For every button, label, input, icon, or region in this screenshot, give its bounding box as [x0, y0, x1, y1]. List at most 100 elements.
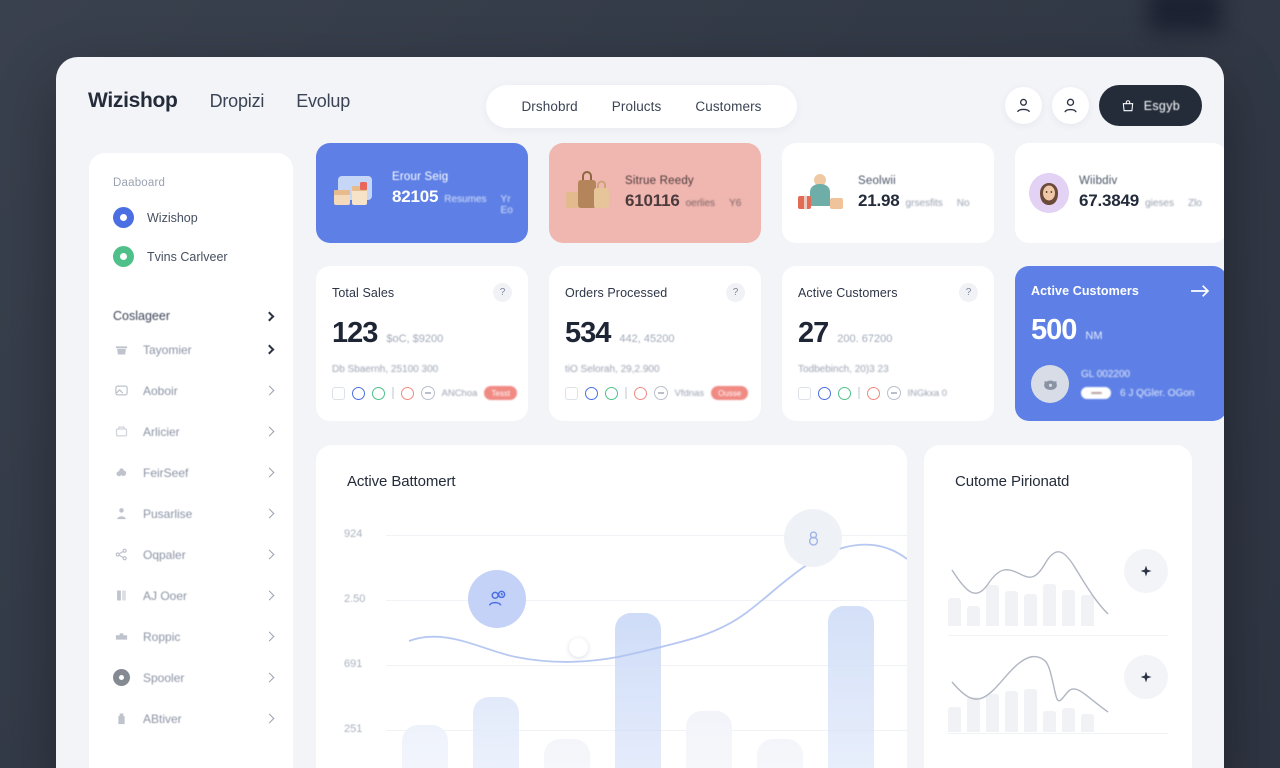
sidebar-item-ajooer[interactable]: AJ Ooer: [113, 575, 275, 616]
chart-title: Active Battomert: [347, 473, 456, 490]
promo-title: Seolwii: [858, 175, 896, 187]
brand-group: Wizishop Dropizi Evolup: [88, 89, 350, 113]
promo-extra: Yr Eo: [500, 193, 513, 216]
mini-bar: [967, 606, 980, 626]
kpi-indicator-label: Vfdnas: [674, 387, 705, 399]
kpi-value-row: 500 NM: [1031, 314, 1211, 347]
sidebar-item-label: Aoboir: [143, 383, 178, 398]
app-header: Wizishop Dropizi Evolup Drshobrd Proluct…: [56, 57, 1224, 145]
help-icon[interactable]: ?: [493, 283, 512, 302]
kpi-active-customers-accent[interactable]: Active Customers 500 NM: [1015, 266, 1224, 421]
y-tick-label: 2.50: [344, 593, 366, 605]
kpi-orders-processed[interactable]: Orders Processed ? 534 442, 45200 tiO Se…: [549, 266, 761, 421]
tab-dashboard[interactable]: Drshobrd: [521, 99, 578, 114]
sidebar-item-label: Oqpaler: [143, 547, 186, 562]
promo-value-row: 21.98 grsesfits No: [858, 191, 970, 211]
kpi-note: Db Sbaernh, 25100 300: [332, 364, 439, 375]
promo-title: Wiibdiv: [1079, 175, 1118, 187]
user-clock-badge[interactable]: [468, 570, 526, 628]
brand-logo[interactable]: Wizishop: [88, 89, 178, 112]
promo-value-row: 610116 oerlies Y6: [625, 191, 741, 211]
sidebar-section-label: Coslageer: [113, 309, 170, 323]
cta-button[interactable]: Esgyb: [1098, 85, 1202, 126]
indicator-divider: [858, 387, 860, 399]
tab-products[interactable]: Prolucts: [611, 99, 662, 114]
indicator-blue: [352, 386, 365, 400]
brand-link-dropizi[interactable]: Dropizi: [209, 91, 265, 111]
face-icon: [653, 386, 668, 400]
sidebar-item-feirseef[interactable]: FeirSeef: [113, 452, 275, 493]
chevron-right-icon: [264, 508, 275, 519]
mini-chart-1[interactable]: [948, 539, 1168, 626]
kpi-value-row: 123 $oC, $9200: [332, 317, 512, 350]
sidebar-item-label: Arlicier: [143, 424, 180, 439]
kpi-title: Orders Processed: [565, 285, 668, 300]
chevron-right-icon: [264, 672, 275, 683]
promo-value-row: 67.3849 gieses Zlo: [1079, 191, 1202, 211]
chart-bar[interactable]: [544, 739, 590, 768]
sidebar-radio-wizishop[interactable]: Wizishop: [113, 207, 293, 228]
promo-card-white-2[interactable]: Wiibdiv 67.3849 gieses Zlo: [1015, 143, 1224, 243]
toggle-switch[interactable]: [1081, 387, 1111, 399]
main-content: Erour Seig 82105 Resumes Yr Eo: [316, 143, 1224, 768]
chart-bar[interactable]: [828, 606, 874, 768]
sidebar-item-tayomier[interactable]: Tayomier: [113, 329, 275, 370]
promo-title: Sitrue Reedy: [625, 175, 694, 187]
user-circle-icon-button[interactable]: [1004, 87, 1042, 124]
mini-chart-2[interactable]: [948, 645, 1168, 732]
kpi-value-sub: $oC, $9200: [386, 333, 444, 345]
brand-link-evolup[interactable]: Evolup: [296, 91, 351, 111]
chart-bar[interactable]: [402, 725, 448, 768]
sidebar-item-pusarlise[interactable]: Pusarlise: [113, 493, 275, 534]
gridline: [386, 535, 907, 536]
nav-tabs: Drshobrd Prolucts Customers: [486, 85, 797, 128]
promo-card-pink[interactable]: Sitrue Reedy 610116 oerlies Y6: [549, 143, 761, 243]
mini-bar: [948, 598, 961, 626]
sidebar-item-spooler[interactable]: Spooler: [112, 657, 275, 698]
mini-bar: [1081, 595, 1094, 626]
mini-chart-bars: [948, 556, 1108, 626]
shopping-bags-icon: [563, 170, 615, 216]
sidebar-item-roppic[interactable]: Roppic: [113, 616, 275, 657]
mini-chart-3[interactable]: [948, 745, 1168, 768]
promo-sub: grsesfits: [905, 198, 943, 209]
chart-bar[interactable]: [686, 711, 732, 768]
mini-chart-badge[interactable]: [1124, 655, 1168, 699]
arrow-right-icon[interactable]: [1189, 283, 1211, 299]
kpi-active-customers[interactable]: Active Customers ? 27 200. 67200 Todbebi…: [782, 266, 994, 421]
lock-badge[interactable]: [784, 509, 842, 567]
promo-text: Erour Seig 82105 Resumes Yr Eo: [392, 171, 514, 216]
mini-chart-badge[interactable]: [1124, 549, 1168, 593]
sidebar-item-oqpaler[interactable]: Oqpaler: [113, 534, 275, 575]
user-icon-button[interactable]: [1051, 87, 1089, 124]
tab-customers[interactable]: Customers: [695, 99, 762, 114]
promo-card-white-1[interactable]: Seolwii 21.98 grsesfits No: [782, 143, 994, 243]
chart-line-marker[interactable]: [569, 638, 588, 657]
sidebar-section-coslageer[interactable]: Coslageer: [113, 309, 275, 323]
sidebar-item-arlicier[interactable]: Arlicier: [113, 411, 275, 452]
help-icon[interactable]: ?: [726, 283, 745, 302]
sidebar-item-label: ABtiver: [143, 711, 182, 726]
chart-bar[interactable]: [615, 613, 661, 768]
mini-bar: [948, 707, 961, 732]
kpi-total-sales[interactable]: Total Sales ? 123 $oC, $9200 Db Sbaernh,…: [316, 266, 528, 421]
cta-label: Esgyb: [1143, 98, 1180, 113]
chart-bar[interactable]: [757, 739, 803, 768]
person-gift-icon: [796, 170, 848, 216]
kpi-value-sub: NM: [1085, 330, 1103, 342]
sidebar-radio-tvins[interactable]: Tvins Carlveer: [113, 246, 293, 267]
sidebar-item-aoboir[interactable]: Aoboir: [113, 370, 275, 411]
status-badge: Ousse: [711, 386, 749, 400]
y-tick-label: 251: [344, 723, 363, 735]
promo-card-blue[interactable]: Erour Seig 82105 Resumes Yr Eo: [316, 143, 528, 243]
sidebar-item-abtiver[interactable]: ABtiver: [113, 698, 275, 739]
kpi-header: Active Customers ?: [798, 283, 978, 302]
accent-line-2: 6 J QGler. OGon: [1120, 387, 1195, 399]
chevron-right-icon: [264, 426, 275, 437]
kpi-title: Total Sales: [332, 285, 395, 300]
sidebar-item-label: FeirSeef: [143, 465, 189, 480]
app-window: Wizishop Dropizi Evolup Drshobrd Proluct…: [56, 57, 1224, 768]
help-icon[interactable]: ?: [959, 283, 978, 302]
chart-bar[interactable]: [473, 697, 519, 768]
accent-footer: GL 002200 6 J QGler. OGon: [1031, 365, 1211, 403]
